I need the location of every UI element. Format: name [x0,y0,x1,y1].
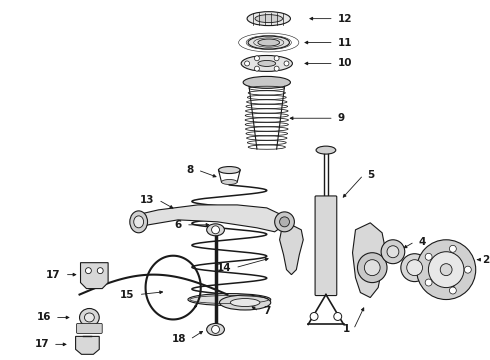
Circle shape [365,260,380,276]
Ellipse shape [247,12,291,26]
Circle shape [449,287,456,294]
Text: 5: 5 [368,170,374,180]
Ellipse shape [220,295,271,310]
Ellipse shape [407,260,422,276]
Ellipse shape [243,76,291,88]
Ellipse shape [79,309,99,327]
Text: 8: 8 [187,165,194,175]
Polygon shape [137,205,285,232]
Ellipse shape [130,211,147,233]
FancyBboxPatch shape [76,323,102,333]
Text: 17: 17 [46,270,61,280]
Text: 7: 7 [263,306,270,316]
Ellipse shape [248,36,290,49]
Circle shape [310,312,318,320]
Circle shape [212,325,220,333]
Circle shape [284,61,289,66]
Text: 6: 6 [175,220,182,230]
FancyBboxPatch shape [315,196,337,296]
Circle shape [387,246,399,258]
Text: 3: 3 [448,283,455,293]
Text: 4: 4 [418,237,426,247]
Text: 15: 15 [120,289,135,300]
Text: 16: 16 [36,312,51,323]
Ellipse shape [134,216,144,228]
Circle shape [358,253,387,283]
Text: 13: 13 [140,195,154,205]
Circle shape [254,56,259,61]
Text: 18: 18 [172,334,186,345]
Circle shape [381,240,405,264]
Text: 12: 12 [338,14,352,24]
Ellipse shape [207,224,224,236]
Circle shape [465,266,471,273]
Circle shape [425,279,432,286]
Circle shape [275,212,294,232]
Text: 14: 14 [217,263,231,273]
Text: 1: 1 [343,324,349,334]
Circle shape [274,66,279,71]
Circle shape [254,66,259,71]
Ellipse shape [401,254,428,282]
Text: 9: 9 [338,113,345,123]
Circle shape [245,61,249,66]
Ellipse shape [316,146,336,154]
Text: 11: 11 [338,37,352,48]
Circle shape [212,226,220,234]
Ellipse shape [221,180,237,184]
Ellipse shape [258,60,276,67]
Circle shape [334,312,342,320]
Ellipse shape [219,167,240,174]
Ellipse shape [255,15,283,23]
Polygon shape [352,223,385,298]
Circle shape [274,56,279,61]
Circle shape [440,264,452,276]
Circle shape [85,268,91,274]
Circle shape [280,217,290,227]
Text: 10: 10 [338,58,352,68]
Text: 17: 17 [34,339,49,349]
Polygon shape [80,263,108,289]
Ellipse shape [207,323,224,336]
Text: 2: 2 [482,255,489,265]
Ellipse shape [241,55,293,71]
Ellipse shape [258,39,280,46]
Circle shape [98,268,103,274]
Ellipse shape [84,313,94,322]
Ellipse shape [230,298,260,306]
Circle shape [416,240,476,300]
Ellipse shape [188,293,271,306]
Circle shape [449,245,456,252]
Circle shape [428,252,464,288]
Polygon shape [75,336,99,354]
Circle shape [425,253,432,260]
Polygon shape [280,225,303,275]
